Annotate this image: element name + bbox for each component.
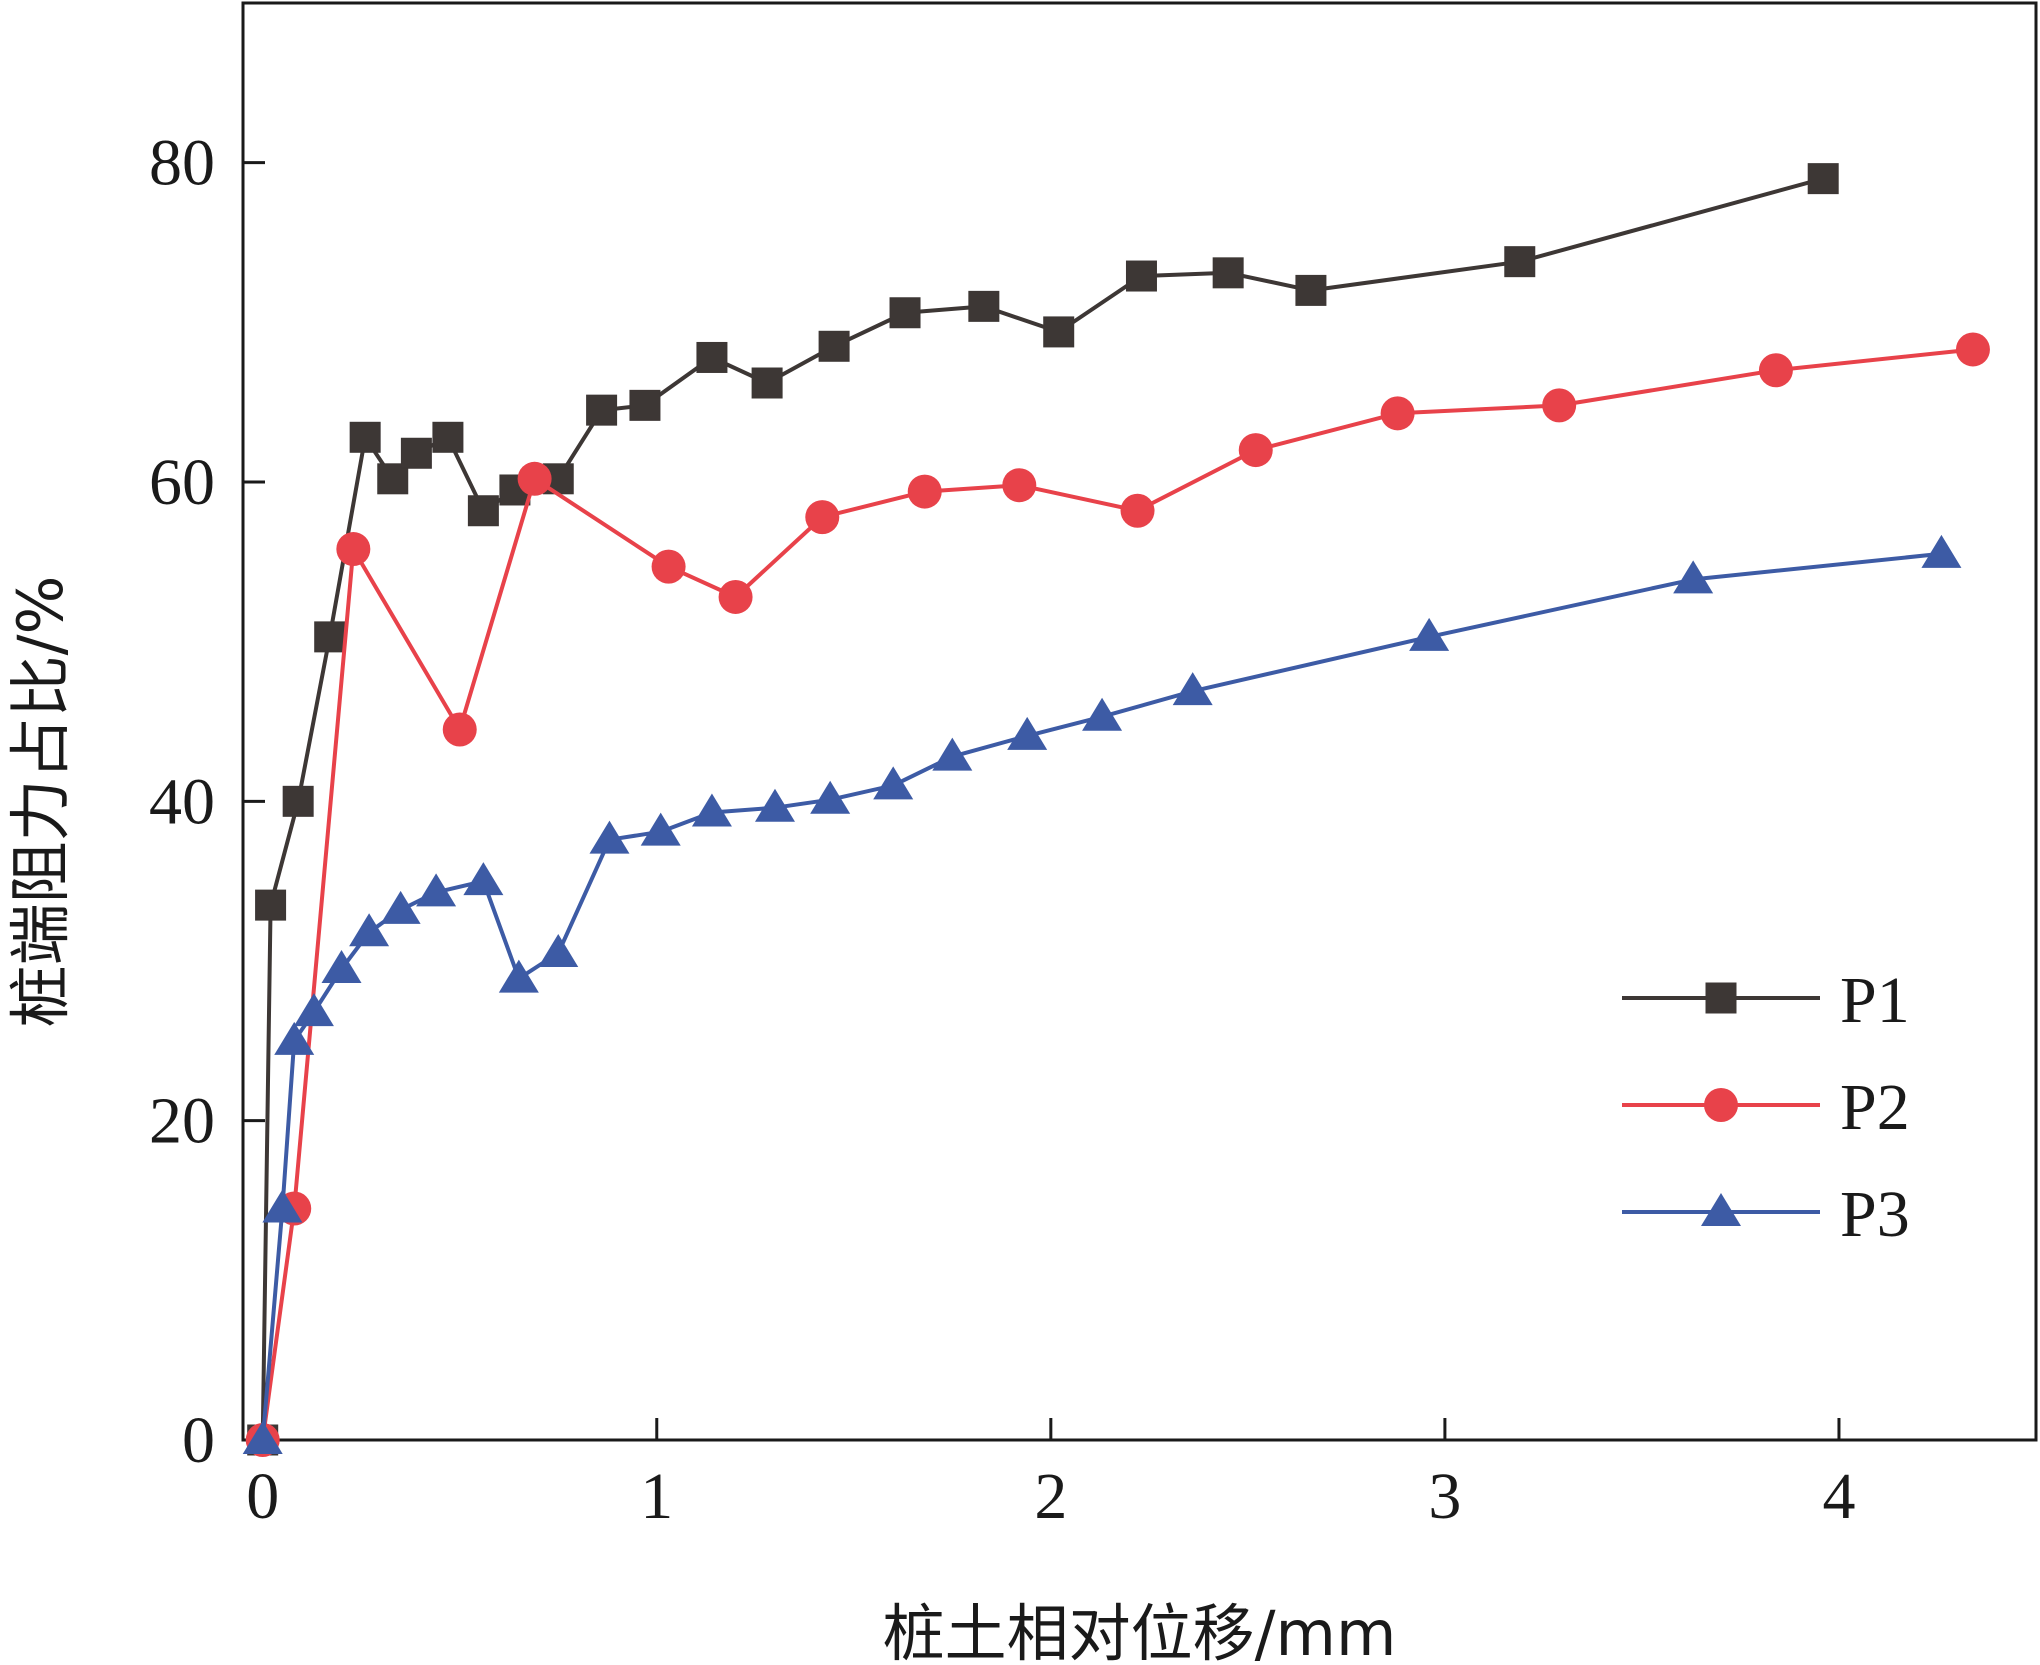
data-point-p3	[640, 812, 681, 846]
data-point-p2	[1758, 353, 1793, 388]
data-point-p3	[416, 873, 457, 907]
legend-label-p3: P3	[1840, 1178, 1910, 1251]
legend-marker-p3	[1701, 1193, 1741, 1226]
data-point-p2	[336, 532, 371, 567]
data-point-p1	[1807, 163, 1839, 195]
data-point-p1	[1043, 316, 1075, 348]
y-tick-label: 20	[149, 1085, 215, 1158]
data-point-p3	[589, 820, 630, 854]
data-point-p2	[1002, 468, 1037, 503]
x-tick-label: 4	[1822, 1460, 1855, 1533]
data-point-p3	[810, 780, 851, 814]
data-point-p3	[1409, 617, 1450, 651]
data-point-p3	[262, 1189, 303, 1223]
x-tick-label: 0	[246, 1460, 279, 1533]
data-point-p2	[517, 461, 552, 496]
legend-marker-p1	[1705, 982, 1737, 1014]
data-point-p1	[629, 389, 661, 421]
y-tick-label: 0	[182, 1404, 215, 1477]
data-point-p1	[751, 367, 783, 399]
data-point-p1	[586, 394, 618, 426]
legend-label-p1: P1	[1840, 964, 1910, 1037]
data-point-p1	[696, 341, 728, 373]
data-point-p1	[1295, 274, 1327, 306]
data-point-p3	[1172, 672, 1213, 706]
data-point-p1	[467, 495, 499, 527]
series-line-p2	[260, 347, 1974, 1441]
data-point-p3	[349, 913, 390, 947]
legend-marker-p2	[1704, 1088, 1738, 1122]
data-point-p3	[242, 1421, 283, 1454]
y-tick-label: 40	[149, 765, 215, 838]
data-point-p1	[400, 437, 432, 469]
data-point-p3	[1921, 534, 1962, 568]
data-point-p3	[538, 934, 579, 968]
data-point-p1	[377, 463, 409, 495]
series-p3	[242, 534, 1962, 1454]
data-point-p3	[754, 788, 795, 822]
data-point-p3	[274, 1021, 315, 1055]
data-point-p3	[1007, 716, 1048, 750]
data-point-p1	[349, 421, 381, 453]
data-point-p1	[1125, 260, 1157, 292]
legend-item-p3: P3	[1622, 1178, 1910, 1251]
series-line-p1	[260, 176, 1824, 1441]
data-point-p1	[255, 889, 287, 921]
y-axis-title: 桩端阻力占比/%	[4, 576, 77, 1028]
x-tick-label: 2	[1034, 1460, 1067, 1533]
data-point-p2	[805, 500, 840, 535]
legend-item-p1: P1	[1622, 964, 1910, 1037]
plot-frame	[241, 1, 2038, 1442]
data-point-p1	[314, 621, 346, 653]
x-tick-label: 1	[640, 1460, 673, 1533]
data-point-p1	[1504, 246, 1536, 278]
data-point-p3	[873, 766, 914, 800]
data-point-p1	[889, 297, 921, 329]
data-point-p3	[498, 959, 539, 993]
x-tick-label: 3	[1428, 1460, 1461, 1533]
data-point-p2	[442, 712, 477, 747]
legend: P1 P2 P3	[1622, 964, 1910, 1251]
data-point-p1	[968, 290, 1000, 322]
labels-layer: 桩土相对位移/mm 桩端阻力占比/%	[4, 576, 1396, 1665]
legend-item-p2: P2	[1622, 1071, 1910, 1144]
series-layer	[242, 163, 1990, 1457]
data-point-p3	[1673, 560, 1714, 594]
data-point-p2	[1542, 388, 1577, 423]
data-point-p2	[718, 579, 753, 614]
data-point-p3	[293, 993, 334, 1027]
data-point-p2	[1238, 433, 1273, 468]
x-axis-title: 桩土相对位移/mm	[883, 1597, 1397, 1665]
data-point-p2	[907, 474, 942, 509]
y-tick-label: 80	[149, 127, 215, 200]
legend-label-p2: P2	[1840, 1071, 1910, 1144]
data-point-p3	[932, 737, 973, 771]
data-point-p3	[691, 793, 732, 827]
data-point-p1	[282, 785, 314, 817]
y-tick-label: 60	[149, 446, 215, 519]
data-point-p3	[463, 862, 504, 896]
data-point-p3	[380, 890, 421, 924]
data-point-p2	[651, 549, 686, 584]
data-point-p3	[1082, 697, 1123, 731]
data-point-p2	[1955, 332, 1990, 367]
data-point-p1	[818, 330, 850, 362]
data-point-p1	[1212, 257, 1244, 289]
data-point-p2	[1120, 493, 1155, 528]
series-p1	[247, 163, 1839, 1456]
data-point-p1	[432, 421, 464, 453]
data-point-p2	[1380, 396, 1415, 431]
data-point-p3	[321, 949, 362, 983]
